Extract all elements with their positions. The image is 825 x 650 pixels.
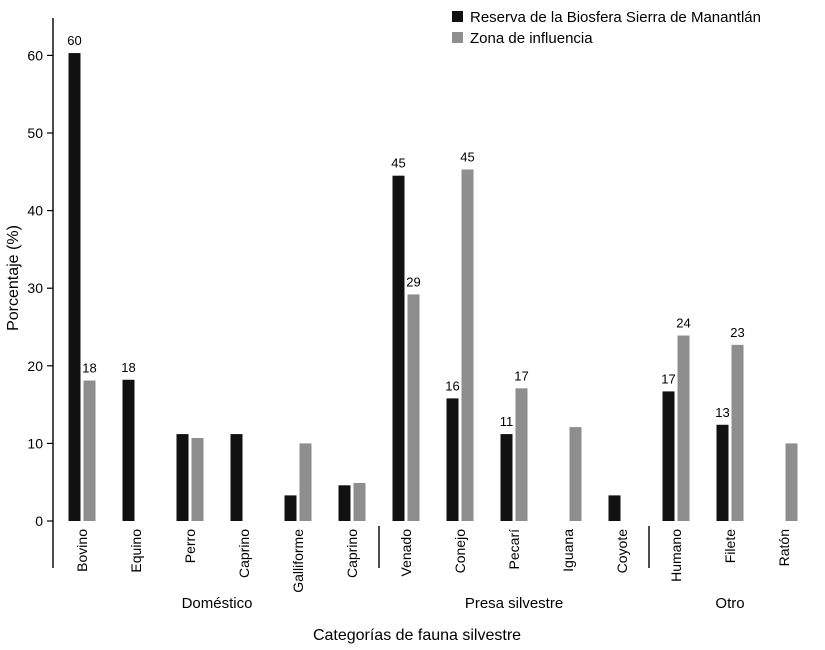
x-group-label: Otro <box>715 595 744 612</box>
bar-reserva <box>284 495 297 521</box>
bar-reserva <box>176 434 189 521</box>
y-tick-label: 40 <box>27 203 43 219</box>
bar-zona <box>569 427 582 521</box>
legend-label: Zona de influencia <box>470 30 593 47</box>
bar-reserva <box>446 398 459 521</box>
bar-zona <box>515 388 528 521</box>
x-category-label: Perro <box>182 529 198 563</box>
bar-value-label: 18 <box>121 360 135 375</box>
x-category-label: Humano <box>668 529 684 582</box>
x-category-label: Venado <box>398 529 414 577</box>
bar-value-label: 45 <box>391 156 405 171</box>
y-tick-label: 60 <box>27 47 43 63</box>
legend-swatch <box>452 32 463 43</box>
x-category-label: Caprino <box>236 529 252 578</box>
bar-value-label: 45 <box>460 149 474 164</box>
chart-legend: Reserva de la Biosfera Sierra de Manantl… <box>452 9 761 47</box>
bar-zona <box>677 335 690 521</box>
x-category-label: Pecarí <box>506 529 522 570</box>
bar-zona <box>461 169 474 522</box>
x-category-labels: Bovino Equino Perro Caprino Galliforme Caprin… <box>74 529 792 593</box>
bar-reserva <box>68 53 81 522</box>
bar-reserva <box>392 175 405 521</box>
legend-swatch <box>452 11 463 22</box>
bar-zona <box>191 437 204 521</box>
y-tick-label: 30 <box>27 280 43 296</box>
x-category-label: Bovino <box>74 529 90 572</box>
x-category-label: Caprino <box>344 529 360 578</box>
chart-bars <box>68 53 798 522</box>
bar-reserva <box>230 434 243 521</box>
y-axis-title: Porcentaje (%) <box>5 225 22 331</box>
y-tick-label: 0 <box>35 513 43 529</box>
bar-value-label: 18 <box>82 361 96 376</box>
bar-reserva <box>338 485 351 521</box>
legend-label: Reserva de la Biosfera Sierra de Manantl… <box>470 9 761 26</box>
x-category-label: Conejo <box>452 529 468 574</box>
bar-reserva <box>716 424 729 521</box>
x-group-label: Presa silvestre <box>465 595 563 612</box>
x-category-label: Filete <box>722 529 738 563</box>
bar-reserva <box>662 391 675 521</box>
x-group-label: Doméstico <box>182 595 253 612</box>
bar-zona <box>407 294 420 521</box>
x-axis-title: Categorías de fauna silvestre <box>313 627 521 644</box>
bar-zona <box>785 443 798 521</box>
bar-value-label: 13 <box>715 405 729 420</box>
bar-value-label: 23 <box>730 325 744 340</box>
x-category-label: Galliforme <box>290 529 306 593</box>
y-tick-label: 20 <box>27 358 43 374</box>
y-tick-label: 50 <box>27 125 43 141</box>
x-category-label: Iguana <box>560 529 576 572</box>
bar-reserva <box>608 495 621 521</box>
bar-value-label: 16 <box>445 378 459 393</box>
bar-zona <box>83 380 96 521</box>
bar-zona <box>731 344 744 521</box>
x-category-label: Ratón <box>776 529 792 566</box>
chart-bar-labels: 60 18 18 45 29 16 45 11 17 17 24 13 23 <box>67 33 744 429</box>
bar-value-label: 11 <box>500 414 514 429</box>
bar-zona <box>299 443 312 521</box>
bar-value-label: 17 <box>661 371 675 386</box>
x-category-label: Coyote <box>614 529 630 574</box>
chart-axes: 0 10 20 30 40 50 60 <box>27 18 650 568</box>
x-category-label: Equino <box>128 529 144 573</box>
bar-value-label: 60 <box>67 33 81 48</box>
bar-value-label: 24 <box>676 316 690 331</box>
y-tick-label: 10 <box>27 435 43 451</box>
bar-zona <box>353 482 366 521</box>
bar-value-label: 29 <box>406 274 420 289</box>
bar-reserva <box>500 434 513 521</box>
bar-value-label: 17 <box>514 368 528 383</box>
x-group-labels: Doméstico Presa silvestre Otro <box>182 595 745 612</box>
bar-reserva <box>122 379 135 521</box>
